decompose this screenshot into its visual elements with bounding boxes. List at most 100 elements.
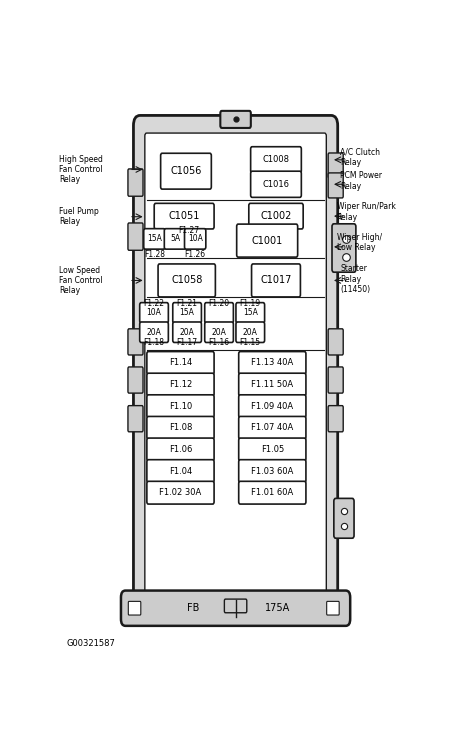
Text: C1056: C1056 [170, 166, 201, 176]
Text: F1.03 60A: F1.03 60A [251, 466, 293, 476]
Text: C1002: C1002 [260, 211, 292, 221]
FancyBboxPatch shape [328, 367, 343, 393]
Text: 10A: 10A [146, 308, 162, 317]
Text: Fuel Pump
Relay: Fuel Pump Relay [59, 207, 99, 226]
FancyBboxPatch shape [154, 203, 214, 229]
FancyBboxPatch shape [328, 329, 343, 355]
FancyBboxPatch shape [144, 228, 165, 249]
FancyBboxPatch shape [147, 373, 214, 396]
Text: C1016: C1016 [263, 180, 290, 188]
Text: F1.14: F1.14 [169, 358, 192, 367]
FancyBboxPatch shape [140, 322, 168, 342]
FancyBboxPatch shape [334, 498, 354, 538]
FancyBboxPatch shape [239, 352, 306, 375]
FancyBboxPatch shape [239, 460, 306, 483]
FancyBboxPatch shape [184, 228, 206, 249]
Text: C1051: C1051 [168, 211, 200, 221]
FancyBboxPatch shape [145, 133, 326, 593]
Text: Low Speed
Fan Control
Relay: Low Speed Fan Control Relay [59, 265, 103, 296]
Text: 20A: 20A [243, 327, 258, 337]
Text: 15A: 15A [147, 234, 162, 243]
FancyBboxPatch shape [328, 173, 343, 198]
Text: Wiper High/
Low Relay: Wiper High/ Low Relay [337, 233, 382, 252]
Text: F1.06: F1.06 [169, 445, 192, 454]
FancyBboxPatch shape [224, 599, 247, 613]
FancyBboxPatch shape [128, 406, 143, 432]
Text: Starter
Relay
(11450): Starter Relay (11450) [340, 265, 370, 294]
FancyBboxPatch shape [239, 395, 306, 418]
Text: F1.04: F1.04 [169, 466, 192, 476]
Text: FB: FB [187, 603, 200, 613]
Text: G00321587: G00321587 [66, 639, 116, 648]
Text: F1.02 30A: F1.02 30A [159, 488, 201, 497]
Text: F1.05: F1.05 [261, 445, 284, 454]
Text: F1.15: F1.15 [240, 338, 261, 347]
FancyBboxPatch shape [173, 322, 201, 342]
Text: C1058: C1058 [171, 276, 202, 285]
FancyBboxPatch shape [147, 438, 214, 461]
FancyBboxPatch shape [134, 115, 337, 611]
FancyBboxPatch shape [328, 406, 343, 432]
FancyBboxPatch shape [147, 395, 214, 418]
Text: F1.18: F1.18 [144, 338, 164, 347]
Text: F1.01 60A: F1.01 60A [251, 488, 293, 497]
FancyBboxPatch shape [205, 322, 233, 342]
Text: 20A: 20A [146, 327, 162, 337]
FancyBboxPatch shape [236, 303, 264, 323]
Text: 15A: 15A [180, 308, 194, 317]
FancyBboxPatch shape [128, 223, 143, 251]
FancyBboxPatch shape [239, 438, 306, 461]
FancyBboxPatch shape [128, 169, 143, 197]
Text: F1.10: F1.10 [169, 402, 192, 411]
FancyBboxPatch shape [128, 367, 143, 393]
Text: 175A: 175A [265, 603, 291, 613]
Text: F1.22: F1.22 [144, 299, 164, 308]
Text: F1.21: F1.21 [177, 299, 198, 308]
FancyBboxPatch shape [158, 264, 215, 297]
FancyBboxPatch shape [128, 602, 141, 615]
FancyBboxPatch shape [249, 203, 303, 229]
Text: C1008: C1008 [263, 155, 290, 164]
FancyBboxPatch shape [205, 303, 233, 323]
FancyBboxPatch shape [239, 417, 306, 439]
Text: 10A: 10A [188, 234, 202, 243]
Text: F1.16: F1.16 [209, 338, 229, 347]
Text: PCM Power
Relay: PCM Power Relay [340, 171, 382, 191]
Text: F1.08: F1.08 [169, 423, 192, 432]
Text: 20A: 20A [180, 327, 194, 337]
Text: F1.07 40A: F1.07 40A [251, 423, 293, 432]
FancyBboxPatch shape [239, 481, 306, 504]
Text: F1.12: F1.12 [169, 380, 192, 389]
FancyBboxPatch shape [147, 460, 214, 483]
FancyBboxPatch shape [140, 303, 168, 323]
Text: F1.09 40A: F1.09 40A [251, 402, 293, 411]
FancyBboxPatch shape [128, 329, 143, 355]
FancyBboxPatch shape [161, 153, 211, 189]
FancyBboxPatch shape [237, 224, 298, 257]
FancyBboxPatch shape [147, 481, 214, 504]
Text: F1.17: F1.17 [176, 338, 198, 347]
Text: F1.28: F1.28 [144, 250, 165, 259]
FancyBboxPatch shape [236, 322, 264, 342]
Text: F1.13 40A: F1.13 40A [251, 358, 293, 367]
Text: C1001: C1001 [252, 236, 283, 245]
FancyBboxPatch shape [251, 147, 301, 173]
FancyBboxPatch shape [332, 224, 356, 272]
FancyBboxPatch shape [239, 373, 306, 396]
FancyBboxPatch shape [121, 590, 350, 626]
Text: High Speed
Fan Control
Relay: High Speed Fan Control Relay [59, 154, 103, 185]
FancyBboxPatch shape [252, 264, 301, 297]
FancyBboxPatch shape [173, 303, 201, 323]
Text: A/C Clutch
Relay: A/C Clutch Relay [340, 147, 380, 167]
Text: 5A: 5A [170, 234, 180, 243]
Text: F1.26: F1.26 [184, 250, 206, 259]
Text: F1.27: F1.27 [178, 226, 200, 235]
FancyBboxPatch shape [147, 352, 214, 375]
Text: F1.20: F1.20 [209, 299, 229, 308]
Text: Wiper Run/Park
Relay: Wiper Run/Park Relay [337, 202, 395, 222]
Text: F1.11 50A: F1.11 50A [251, 380, 293, 389]
FancyBboxPatch shape [328, 153, 343, 178]
Text: F1.19: F1.19 [240, 299, 261, 308]
FancyBboxPatch shape [327, 602, 339, 615]
Text: 15A: 15A [243, 308, 258, 317]
